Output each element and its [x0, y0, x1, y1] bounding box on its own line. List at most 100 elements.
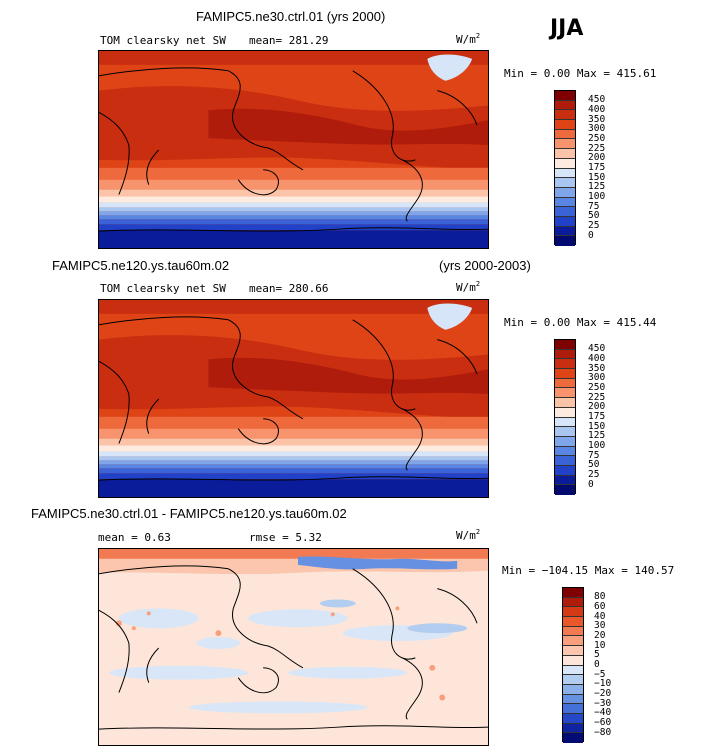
panel2-colorbar-label: 350 [588, 363, 606, 374]
panel1-colorbar-swatch [555, 110, 575, 121]
panel1-colorbar-swatch [555, 158, 575, 169]
panel3-colorbar-swatch [563, 723, 583, 734]
panel1-colorbar-swatch [555, 216, 575, 227]
panel2-units: W/m2 [456, 280, 481, 294]
panel2-colorbar-label: 225 [588, 392, 606, 403]
panel3-map [98, 548, 489, 746]
panel1-colorbar-swatch [555, 120, 575, 130]
panel1-colorbar-label: 75 [588, 201, 600, 212]
panel2-title: FAMIPC5.ne120.ys.tau60m.02 [52, 258, 230, 273]
panel2-colorbar-label: 250 [588, 382, 606, 393]
panel3-colorbar [562, 587, 584, 743]
panel1-colorbar-label: 200 [588, 152, 606, 163]
panel1-colorbar-swatch [555, 197, 575, 208]
panel2-field-label: TOM clearsky net SW [100, 282, 226, 295]
panel2-colorbar-label: 125 [588, 430, 606, 441]
panel1-colorbar-label: 300 [588, 123, 606, 134]
panel3-rmse: rmse = 5.32 [249, 531, 322, 544]
panel3-colorbar-label: 30 [594, 620, 606, 631]
panel2-colorbar-swatch [555, 388, 575, 399]
panel3-colorbar-label: 10 [594, 640, 606, 651]
panel3-title: FAMIPC5.ne30.ctrl.01 - FAMIPC5.ne120.ys.… [31, 506, 347, 521]
panel1-colorbar-label: 350 [588, 114, 606, 125]
panel3-colorbar-swatch [563, 646, 583, 656]
panel2-colorbar-swatch [555, 427, 575, 437]
panel2-mean: mean= 280.66 [249, 282, 329, 295]
panel1-colorbar-label: 450 [588, 94, 606, 105]
panel3-colorbar-swatch [563, 588, 583, 598]
panel1-colorbar-label: 100 [588, 191, 606, 202]
panel3-colorbar-label: 0 [594, 659, 600, 670]
panel2-colorbar-swatch [555, 465, 575, 476]
panel2-colorbar-label: 100 [588, 440, 606, 451]
panel2-colorbar-swatch [555, 340, 575, 350]
panel3-colorbar-swatch [563, 665, 583, 676]
panel3-colorbar-label: 20 [594, 630, 606, 641]
panel3-colorbar-swatch [563, 607, 583, 618]
panel1-colorbar-swatch [555, 168, 575, 179]
panel2-colorbar-label: 175 [588, 411, 606, 422]
panel1-colorbar-swatch [555, 226, 575, 237]
panel2-colorbar-swatch [555, 378, 575, 389]
panel3-colorbar-swatch [563, 675, 583, 685]
panel2-colorbar-swatch [555, 475, 575, 486]
panel1-colorbar-label: 225 [588, 143, 606, 154]
panel1-colorbar [554, 90, 576, 246]
panel2-colorbar-swatch [555, 398, 575, 408]
panel1-colorbar-swatch [555, 187, 575, 198]
panel1-colorbar-swatch [555, 149, 575, 159]
panel2-colorbar-swatch [555, 436, 575, 447]
panel1-colorbar-swatch [555, 207, 575, 217]
panel3-minmax: Min = −104.15 Max = 140.57 [502, 564, 675, 577]
season-label: JJA [550, 16, 584, 41]
panel1-colorbar-swatch [555, 139, 575, 150]
panel1-colorbar-label: 0 [588, 230, 594, 241]
panel3-colorbar-swatch [563, 655, 583, 666]
panel1-colorbar-label: 400 [588, 104, 606, 115]
panel3-colorbar-label: −60 [594, 717, 612, 728]
panel2-colorbar-label: 25 [588, 469, 600, 480]
panel3-colorbar-swatch [563, 733, 583, 743]
panel3-mean: mean = 0.63 [98, 531, 171, 544]
panel2-colorbar-swatch [555, 349, 575, 360]
panel3-colorbar-swatch [563, 694, 583, 705]
panel2-colorbar-label: 50 [588, 459, 600, 470]
panel1-title: FAMIPC5.ne30.ctrl.01 (yrs 2000) [196, 9, 386, 24]
panel3-colorbar-label: −40 [594, 707, 612, 718]
panel3-colorbar-label: −30 [594, 698, 612, 709]
panel1-colorbar-label: 25 [588, 220, 600, 231]
panel1-colorbar-label: 125 [588, 181, 606, 192]
panel1-units: W/m2 [456, 32, 481, 46]
panel1-colorbar-swatch [555, 236, 575, 246]
panel1-mean: mean= 281.29 [249, 34, 329, 47]
panel2-colorbar-swatch [555, 446, 575, 457]
panel2-colorbar [554, 339, 576, 495]
panel2-colorbar-swatch [555, 456, 575, 466]
panel2-colorbar-label: 400 [588, 353, 606, 364]
panel3-units: W/m2 [456, 528, 481, 542]
panel3-colorbar-label: 80 [594, 591, 606, 602]
panel3-colorbar-label: 60 [594, 601, 606, 612]
panel1-colorbar-swatch [555, 129, 575, 140]
panel1-colorbar-label: 250 [588, 133, 606, 144]
panel1-colorbar-label: 175 [588, 162, 606, 173]
panel3-colorbar-label: −10 [594, 678, 612, 689]
panel3-colorbar-label: 40 [594, 611, 606, 622]
panel2-colorbar-label: 150 [588, 421, 606, 432]
panel2-colorbar-swatch [555, 359, 575, 370]
panel3-colorbar-swatch [563, 704, 583, 714]
panel2-colorbar-swatch [555, 369, 575, 379]
panel2-colorbar-label: 450 [588, 343, 606, 354]
panel1-map [98, 50, 489, 249]
panel2-colorbar-label: 75 [588, 450, 600, 461]
panel3-colorbar-label: −80 [594, 727, 612, 738]
panel3-colorbar-swatch [563, 617, 583, 627]
panel2-colorbar-swatch [555, 485, 575, 495]
panel1-colorbar-swatch [555, 100, 575, 111]
panel2-colorbar-label: 0 [588, 479, 594, 490]
panel2-colorbar-label: 200 [588, 401, 606, 412]
panel1-colorbar-label: 50 [588, 210, 600, 221]
panel1-colorbar-swatch [555, 178, 575, 188]
panel3-colorbar-swatch [563, 684, 583, 695]
panel2-minmax: Min = 0.00 Max = 415.44 [504, 316, 657, 329]
